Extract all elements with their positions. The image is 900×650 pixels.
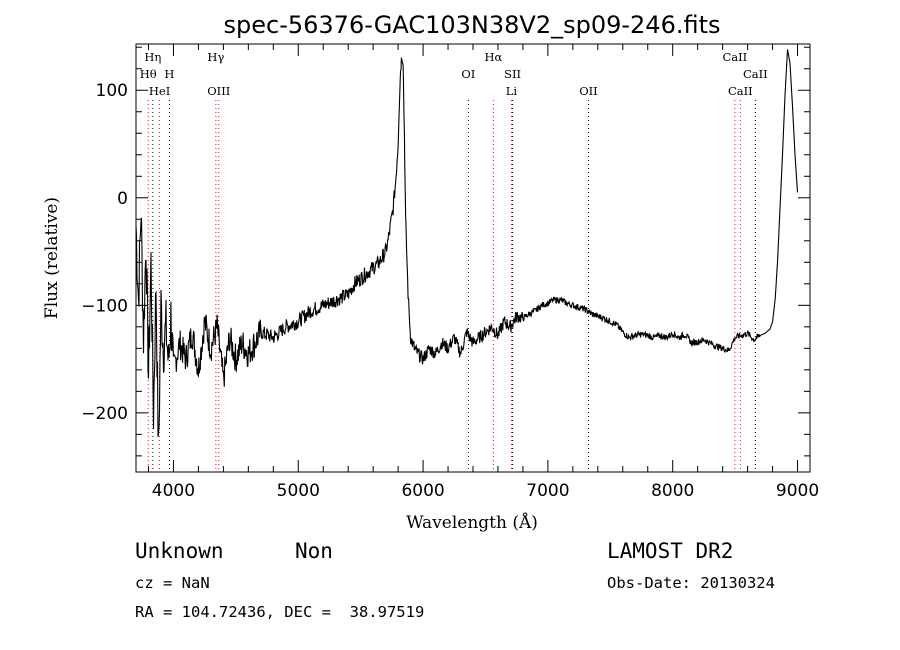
line-label: Li — [506, 84, 518, 98]
plot-frame — [135, 43, 811, 473]
chart-title: spec-56376-GAC103N38V2_sp09-246.fits — [224, 11, 721, 39]
x-tick-label: 9000 — [776, 481, 819, 501]
line-label: CaII — [743, 67, 768, 81]
x-tick-label: 5000 — [277, 481, 320, 501]
obs-date: Obs-Date: 20130324 — [607, 574, 775, 592]
line-label: SII — [504, 67, 521, 81]
line-label: OII — [579, 84, 598, 98]
x-tick-label: 4000 — [152, 481, 195, 501]
x-axis-label: Wavelength (Å) — [406, 512, 538, 533]
object-class: Unknown — [135, 539, 224, 563]
line-label: CaII — [728, 84, 753, 98]
survey-name: LAMOST DR2 — [607, 539, 734, 563]
y-axis-label: Flux (relative) — [42, 197, 62, 319]
x-tick-label: 8000 — [651, 481, 694, 501]
y-tick-label: 0 — [117, 189, 128, 209]
y-tick-label: −200 — [81, 404, 128, 424]
object-subclass: Non — [295, 539, 333, 563]
axis-ticks — [136, 44, 810, 472]
y-tick-label: 100 — [96, 81, 128, 101]
line-label: OIII — [207, 84, 230, 98]
line-label: CaII — [722, 50, 747, 64]
redshift: cz = NaN — [135, 574, 210, 592]
tick-labels: 4000 5000 6000 7000 8000 9000 −200 −100 0 100 — [81, 81, 819, 501]
line-label: Hη — [144, 50, 161, 64]
y-tick-label: −100 — [81, 296, 128, 316]
spectrum-line — [135, 49, 799, 437]
ra-dec: RA = 104.72436, DEC = 38.97519 — [135, 603, 425, 621]
x-tick-label: 7000 — [526, 481, 569, 501]
line-label: Hα — [484, 50, 502, 64]
line-label: Hγ — [207, 50, 224, 64]
line-label: OI — [461, 67, 475, 81]
line-label: HeI — [149, 84, 170, 98]
line-label: H — [164, 67, 174, 81]
line-label: Hθ — [140, 67, 157, 81]
x-tick-label: 6000 — [401, 481, 444, 501]
